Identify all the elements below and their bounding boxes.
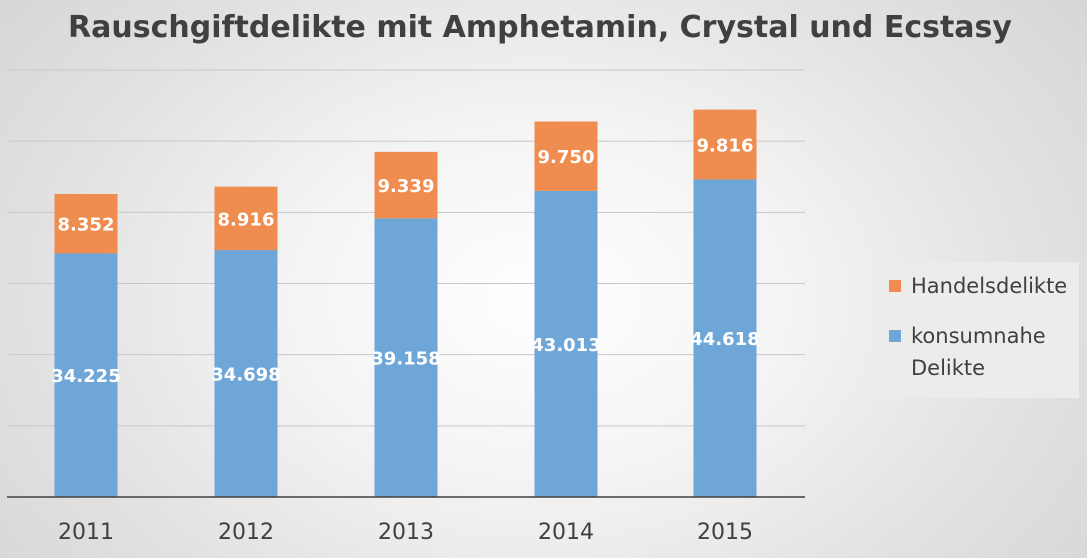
data-label-handelsdelikte-2015: 9.816 (697, 136, 754, 157)
data-label-konsumnahe-delikte-2014: 43.013 (531, 335, 600, 356)
data-label-handelsdelikte-2012: 8.916 (218, 209, 275, 230)
bar-handelsdelikte-2012 (214, 186, 278, 251)
bar-konsumnahe-delikte-2013 (374, 218, 438, 497)
chart-legend: Handelsdelikte konsumnahe Delikte (879, 262, 1079, 398)
data-label-handelsdelikte-2011: 8.352 (58, 215, 115, 236)
data-label-konsumnahe-delikte-2013: 39.158 (371, 349, 440, 370)
bar-handelsdelikte-2015 (693, 109, 757, 180)
x-tick-label-2014: 2014 (538, 520, 594, 545)
x-tick-label-2015: 2015 (697, 520, 753, 545)
data-label-konsumnahe-delikte-2015: 44.618 (690, 329, 759, 350)
bar-konsumnahe-delikte-2011 (54, 253, 118, 497)
bar-konsumnahe-delikte-2012 (214, 250, 278, 497)
x-tick-label-2012: 2012 (218, 520, 274, 545)
x-axis-tick-labels: 2011 2012 2013 2014 2015 (58, 520, 753, 545)
x-tick-label-2013: 2013 (378, 520, 434, 545)
bar-handelsdelikte-2013 (374, 151, 438, 219)
bar-konsumnahe-delikte-2014 (534, 190, 598, 498)
legend-label-handelsdelikte: Handelsdelikte (911, 274, 1068, 298)
bar-series: 34.225 8.352 34.698 8.916 39.158 9.339 43.013 9… (51, 109, 760, 498)
data-label-handelsdelikte-2013: 9.339 (378, 176, 435, 197)
bar-handelsdelikte-2014 (534, 121, 598, 191)
chart-title: Rauschgiftdelikte mit Amphetamin, Crysta… (68, 10, 1012, 45)
legend-label-konsumnahe-delikte: konsumnahe Delikte (911, 324, 1046, 380)
bar-konsumnahe-delikte-2015 (693, 179, 757, 497)
data-label-konsumnahe-delikte-2012: 34.698 (211, 365, 280, 386)
x-tick-label-2011: 2011 (58, 520, 114, 545)
legend-item-handelsdelikte: Handelsdelikte (885, 270, 1073, 302)
legend-swatch-handelsdelikte (889, 280, 901, 292)
legend-item-konsumnahe-delikte: konsumnahe Delikte (885, 320, 1073, 384)
bar-handelsdelikte-2011 (54, 193, 118, 254)
data-label-handelsdelikte-2014: 9.750 (538, 147, 595, 168)
data-label-konsumnahe-delikte-2011: 34.225 (51, 366, 120, 387)
legend-swatch-konsumnahe-delikte (889, 330, 901, 342)
